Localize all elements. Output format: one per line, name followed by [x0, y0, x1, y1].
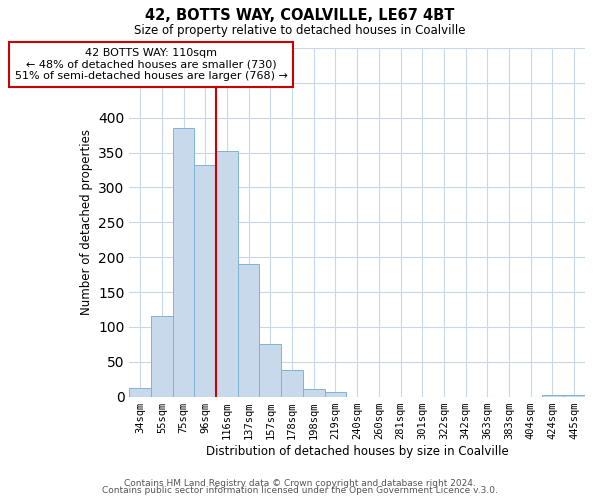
- Bar: [129, 388, 151, 396]
- Bar: [216, 151, 238, 396]
- Bar: [542, 395, 563, 396]
- Bar: [238, 264, 259, 396]
- X-axis label: Distribution of detached houses by size in Coalville: Distribution of detached houses by size …: [206, 444, 509, 458]
- Text: Contains public sector information licensed under the Open Government Licence v.: Contains public sector information licen…: [102, 486, 498, 495]
- Bar: [194, 165, 216, 396]
- Bar: [325, 392, 346, 396]
- Bar: [303, 389, 325, 396]
- Bar: [281, 370, 303, 396]
- Y-axis label: Number of detached properties: Number of detached properties: [80, 130, 92, 316]
- Text: Contains HM Land Registry data © Crown copyright and database right 2024.: Contains HM Land Registry data © Crown c…: [124, 478, 476, 488]
- Text: 42 BOTTS WAY: 110sqm
← 48% of detached houses are smaller (730)
51% of semi-deta: 42 BOTTS WAY: 110sqm ← 48% of detached h…: [14, 48, 287, 81]
- Bar: [563, 395, 585, 396]
- Text: Size of property relative to detached houses in Coalville: Size of property relative to detached ho…: [134, 24, 466, 37]
- Bar: [151, 316, 173, 396]
- Bar: [173, 128, 194, 396]
- Bar: [259, 344, 281, 396]
- Text: 42, BOTTS WAY, COALVILLE, LE67 4BT: 42, BOTTS WAY, COALVILLE, LE67 4BT: [145, 8, 455, 22]
